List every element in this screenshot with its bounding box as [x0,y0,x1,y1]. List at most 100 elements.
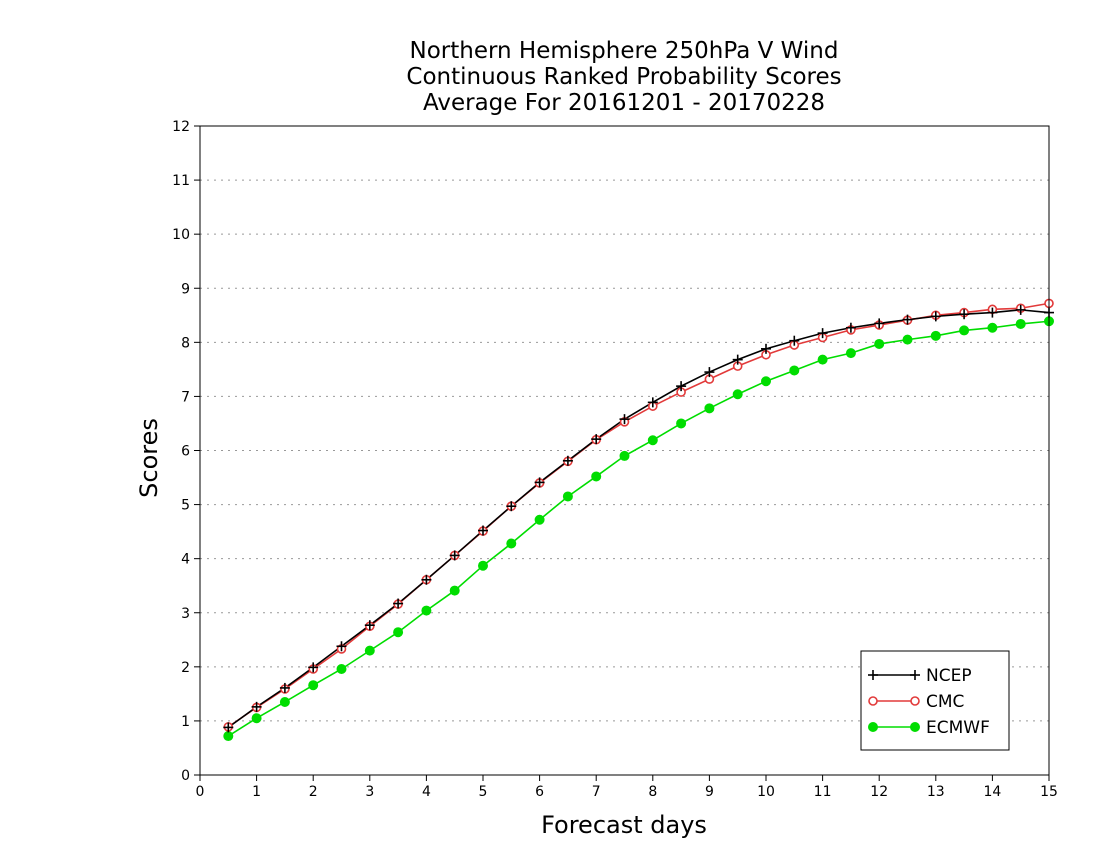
data-point-ecmwf [647,435,658,446]
y-tick-label: 4 [181,552,190,568]
data-point-ncep [506,501,517,512]
data-point-ncep [647,397,658,408]
data-point-ecmwf [251,713,262,724]
y-tick-label: 5 [181,498,190,514]
y-tick-label: 10 [172,227,190,243]
chart-title-line: Northern Hemisphere 250hPa V Wind [410,38,839,64]
legend-marker [868,722,878,732]
legend-item-ncep: NCEP [868,666,972,686]
data-point-ncep [393,598,404,609]
x-tick-label: 0 [196,784,205,800]
data-point-ncep [223,722,234,733]
legend-item-cmc: CMC [868,692,964,712]
data-point-ncep [449,550,460,561]
data-point-ecmwf [364,645,375,656]
x-tick-label: 12 [870,784,888,800]
data-point-ecmwf [619,450,630,461]
data-point-ncep [930,311,941,322]
y-tick-label: 7 [181,389,190,405]
legend-marker [910,722,920,732]
x-tick-label: 9 [705,784,714,800]
y-tick-label: 3 [181,606,190,622]
x-tick-label: 8 [648,784,657,800]
data-point-ncep [874,318,885,329]
x-tick-label: 3 [365,784,374,800]
data-point-ncep [336,641,347,652]
y-tick-label: 8 [181,335,190,351]
data-point-ncep [959,309,970,320]
data-point-ecmwf [336,663,347,674]
x-tick-label: 15 [1040,784,1058,800]
data-point-ecmwf [959,325,970,336]
data-point-ecmwf [704,403,715,414]
data-point-ncep [902,314,913,325]
data-point-ncep [845,322,856,333]
x-tick-label: 6 [535,784,544,800]
y-tick-label: 1 [181,714,190,730]
data-point-ncep [676,381,687,392]
series-markers [223,298,1054,742]
data-point-ecmwf [506,538,517,549]
x-tick-label: 14 [983,784,1001,800]
x-axis-label: Forecast days [541,811,707,839]
legend-marker [868,670,878,680]
data-point-ncep [364,620,375,631]
data-point-ecmwf [279,696,290,707]
series-points-ecmwf [223,316,1054,742]
data-point-ecmwf [732,389,743,400]
data-point-ecmwf [421,605,432,616]
data-point-ecmwf [478,560,488,571]
legend-marker [868,696,878,706]
data-point-ncep [279,682,290,693]
data-point-ecmwf [534,514,545,525]
data-point-ncep [761,343,771,354]
y-tick-label: 2 [181,660,190,676]
data-point-ncep [251,701,262,712]
data-point-ncep [817,328,828,339]
data-point-ncep [534,477,545,488]
data-point-ncep [421,574,432,585]
data-point-ecmwf [902,334,913,345]
data-point-ncep [619,414,630,425]
data-point-ncep [308,662,319,673]
x-tick-label: 2 [309,784,318,800]
data-point-ecmwf [308,680,319,691]
legend-marker [910,670,920,680]
data-point-ecmwf [817,354,828,365]
chart-title-line: Continuous Ranked Probability Scores [406,64,841,90]
data-point-ecmwf [789,365,800,376]
x-tick-label: 10 [757,784,775,800]
x-tick-label: 7 [592,784,601,800]
y-tick-label: 12 [172,119,190,135]
chart-title-line: Average For 20161201 - 20170228 [423,90,825,116]
data-point-ecmwf [987,322,998,333]
series-points-ncep [223,304,1054,733]
data-point-ecmwf [393,627,404,638]
data-point-ecmwf [676,418,687,429]
data-point-ecmwf [591,471,602,482]
data-point-ecmwf [874,338,885,349]
data-point-ecmwf [449,585,460,596]
legend-label: CMC [926,692,964,712]
data-point-ncep [1015,304,1026,315]
data-point-ecmwf [1015,318,1026,329]
y-tick-label: 9 [181,281,190,297]
data-point-ecmwf [562,491,573,502]
data-point-ecmwf [761,376,771,387]
data-point-ecmwf [223,731,234,742]
x-tick-label: 5 [479,784,488,800]
x-tick-label: 4 [422,784,431,800]
x-tick-label: 13 [927,784,945,800]
x-tick-label: 11 [814,784,832,800]
data-point-ncep [789,335,800,346]
legend-label: ECMWF [926,718,990,738]
data-point-ncep [987,307,998,318]
y-tick-label: 11 [172,173,190,189]
data-point-ecmwf [845,348,856,359]
gridlines [200,179,1049,722]
data-point-ncep [732,354,743,365]
y-axis-label: Scores [135,418,163,498]
legend-item-ecmwf: ECMWF [868,718,990,738]
